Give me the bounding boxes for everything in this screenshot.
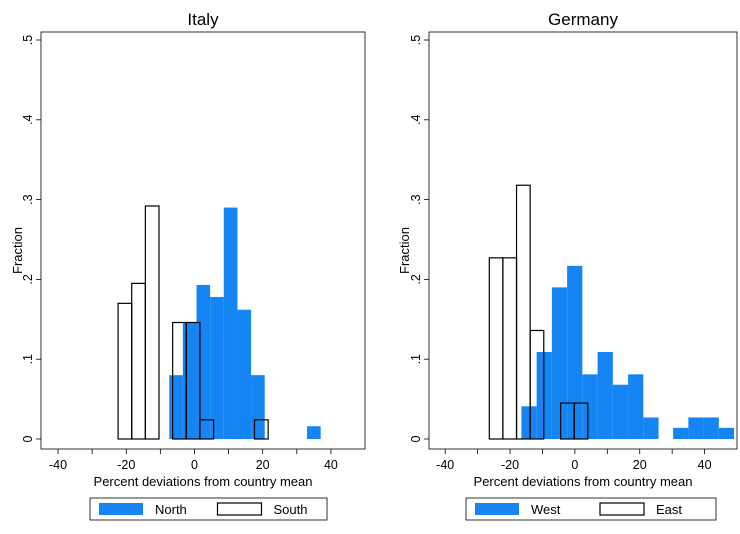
x-tick-label: -20: [501, 458, 519, 472]
legend-label: East: [656, 502, 682, 517]
histogram-bar: [199, 419, 215, 440]
plot-frame: [428, 31, 738, 450]
x-axis-title: Percent deviations from country mean: [474, 474, 693, 489]
legend-box: [89, 497, 328, 521]
histogram-bar: [307, 426, 321, 439]
histogram-bar: [597, 352, 613, 439]
x-tick-label: 20: [633, 458, 647, 472]
series-west: [521, 265, 735, 439]
legend-swatch: [599, 502, 645, 516]
legend-label: North: [155, 502, 187, 517]
x-axis-title: Percent deviations from country mean: [94, 474, 313, 489]
histogram-bar: [673, 427, 689, 439]
histogram-bar: [169, 375, 183, 439]
legend: North South: [89, 497, 328, 521]
y-tick-label: .3: [409, 194, 423, 204]
histogram-bar: [628, 374, 644, 439]
plot-frame: [40, 31, 366, 450]
y-tick-label: .2: [21, 274, 35, 284]
legend: West East: [465, 497, 717, 521]
histogram-bar: [144, 205, 160, 440]
histogram-bar: [251, 375, 265, 439]
y-tick-label: .3: [21, 194, 35, 204]
legend-box: [465, 497, 717, 521]
legend-swatch: [475, 503, 519, 515]
histogram-bar: [718, 427, 735, 439]
histogram-bar: [515, 184, 531, 440]
chart-panel-italy: Italy 0 .1 .2 .3 .4 .5 -40 -20 0 20 40 Percent devia…: [10, 10, 366, 521]
histogram-bar: [253, 419, 269, 440]
x-tick-label: 0: [571, 458, 578, 472]
x-tick-label: 40: [698, 458, 712, 472]
y-axis-title: Fraction: [10, 227, 25, 274]
histogram-bar: [573, 402, 589, 440]
histogram-bar: [210, 296, 224, 439]
y-tick-label: 0: [409, 435, 423, 442]
histogram-bar: [643, 417, 659, 439]
series-south: [117, 205, 269, 440]
x-tick-label: 40: [324, 458, 338, 472]
legend-swatch: [99, 503, 143, 515]
histogram-bar: [521, 406, 537, 439]
histogram-bar: [688, 417, 704, 439]
y-tick-label: .1: [21, 354, 35, 364]
histogram-bar: [185, 321, 201, 440]
histogram-bar: [567, 265, 583, 439]
y-tick-label: 0: [21, 435, 35, 442]
y-tick-label: .4: [409, 115, 423, 125]
histogram-bar: [551, 287, 568, 439]
histogram-bar: [582, 374, 598, 439]
y-tick-label: .1: [409, 354, 423, 364]
chart-title: Germany: [548, 10, 618, 29]
x-tick-label: -40: [436, 458, 454, 472]
legend-swatch: [216, 502, 263, 516]
y-axis-title: Fraction: [397, 227, 412, 274]
series-east: [488, 184, 589, 440]
chart-panel-germany: Germany 0 .1 .2 .3 .4 .5 -40 -20 0 20 40 Percent dev…: [397, 10, 738, 521]
x-tick-label: -20: [117, 458, 135, 472]
histogram-bar: [182, 322, 197, 439]
histogram-bar: [529, 329, 545, 440]
chart-title: Italy: [187, 10, 219, 29]
x-tick-label: 20: [256, 458, 270, 472]
y-tick-label: .4: [21, 115, 35, 125]
legend-label: West: [531, 502, 561, 517]
legend-label: South: [274, 502, 308, 517]
y-tick-label: .5: [409, 35, 423, 45]
histogram-bar: [703, 417, 719, 439]
y-tick-label: .5: [21, 35, 35, 45]
y-tick-label: .2: [409, 274, 423, 284]
histogram-bar: [237, 309, 252, 439]
x-tick-label: 0: [191, 458, 198, 472]
x-tick-label: -40: [49, 458, 67, 472]
histogram-bar: [223, 207, 238, 439]
histogram-bar: [196, 284, 211, 439]
histogram-bar: [612, 384, 629, 439]
